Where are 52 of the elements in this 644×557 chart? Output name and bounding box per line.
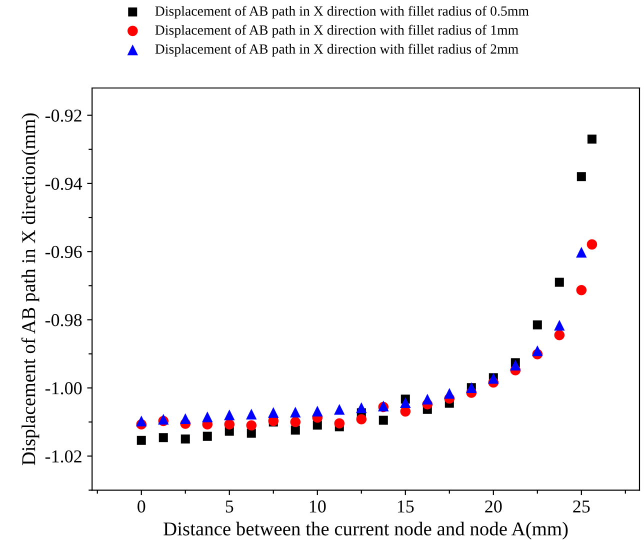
point <box>554 330 565 340</box>
point <box>202 412 213 422</box>
x-axis-title: Distance between the current node and node A(mm) <box>164 522 568 540</box>
point <box>532 345 543 356</box>
point <box>576 284 587 296</box>
point <box>587 134 596 144</box>
point <box>510 360 521 370</box>
point <box>312 406 323 416</box>
legend-label: Displacement of AB path in X direction with fillet radius of 2mm <box>155 44 518 57</box>
point <box>356 402 367 414</box>
point <box>532 320 542 330</box>
y-tick-label: -0.96 <box>45 246 82 258</box>
x-tick-label: 25 <box>573 500 590 513</box>
x-tick-label: 10 <box>310 500 326 513</box>
point <box>290 416 301 428</box>
point <box>356 414 367 424</box>
legend-label: Displacement of AB path in X direction with fillet radius of 0.5mm <box>155 6 529 19</box>
point <box>554 320 565 331</box>
point <box>586 239 598 250</box>
point <box>136 436 146 445</box>
point <box>180 434 190 444</box>
point <box>246 408 257 420</box>
y-axis-title: Displacement of AB path in X direction(mm) <box>21 113 40 466</box>
point <box>268 407 279 418</box>
point <box>224 409 235 420</box>
x-tick-label: 0 <box>138 500 146 513</box>
point <box>576 246 587 258</box>
point <box>576 172 586 182</box>
y-tick-label: -1.02 <box>45 450 82 463</box>
point <box>290 406 301 418</box>
point <box>422 394 433 405</box>
point <box>180 413 191 424</box>
point <box>158 433 168 442</box>
point <box>400 397 411 408</box>
point <box>224 419 235 430</box>
y-tick-label: -0.92 <box>45 110 82 122</box>
y-tick-label: -1.00 <box>45 382 82 394</box>
x-tick-label: 20 <box>485 500 502 513</box>
point <box>202 432 212 441</box>
point <box>334 404 345 415</box>
point <box>290 426 300 435</box>
point <box>136 416 147 426</box>
point <box>554 278 564 287</box>
point <box>246 420 257 431</box>
legend-label: Displacement of AB path in X direction with fillet radius of 1mm <box>155 24 518 38</box>
x-tick-label: 5 <box>226 500 234 513</box>
point <box>444 388 455 399</box>
x-tick-label: 15 <box>398 500 414 513</box>
point <box>334 418 345 429</box>
y-tick-label: -0.98 <box>45 314 82 326</box>
point <box>378 416 388 425</box>
y-tick-label: -0.94 <box>45 178 82 190</box>
